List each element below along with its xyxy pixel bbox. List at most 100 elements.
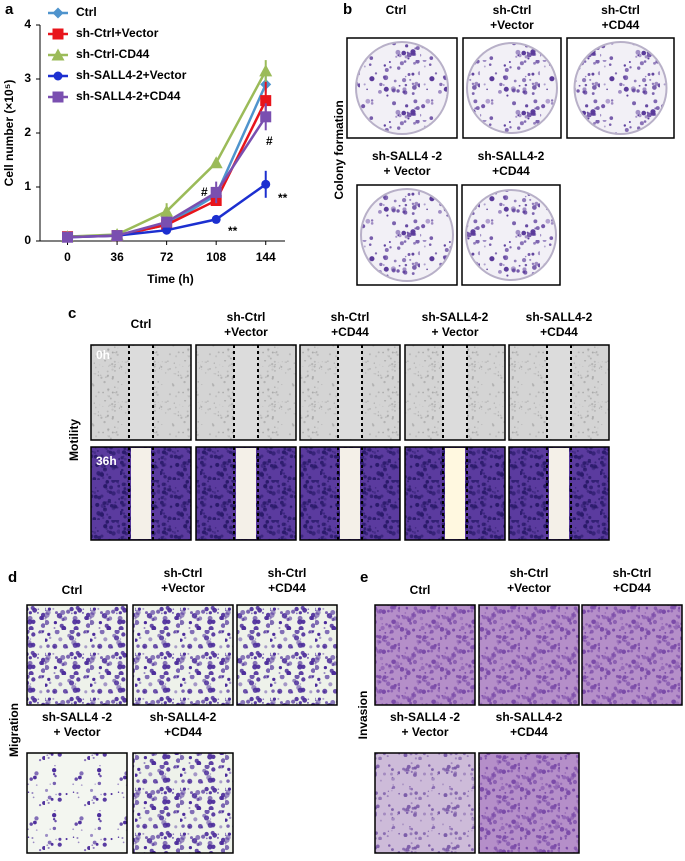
side-label: Colony formation [332,100,346,199]
panel-letter: c [68,305,76,322]
scratch-gap [445,448,465,539]
image-panel [581,604,683,706]
column-title: + Vector [401,725,448,739]
column-title: +CD44 [510,725,548,739]
row-label: 0h [96,348,110,362]
y-axis-label: Cell number (×10⁵) [2,80,16,187]
column-title: sh-SALL4-2 [422,310,489,324]
y-tick-label: 1 [24,179,31,193]
marker [260,111,272,123]
marker [259,64,273,77]
column-title: Ctrl [410,583,431,597]
marker [62,231,74,243]
column-title: +CD44 [331,325,369,339]
marker [209,156,223,169]
column-title: + Vector [431,325,478,339]
column-title: Ctrl [62,583,83,597]
y-tick-label: 4 [24,17,31,31]
marker [210,186,222,198]
column-title: sh-Ctrl [331,310,370,324]
marker [111,230,123,242]
column-title: Ctrl [386,3,407,17]
column-title: + Vector [383,164,430,178]
column-title: sh-SALL4 -2 [42,710,112,724]
column-title: sh-Ctrl [613,566,652,580]
column-title: sh-Ctrl [601,3,640,17]
x-axis-label: Time (h) [147,272,193,286]
x-tick-label: 0 [64,250,71,264]
side-label: Migration [7,703,21,757]
annotation: # [201,185,208,199]
marker [261,179,271,189]
column-title: sh-SALL4-2 [526,310,593,324]
column-title: Ctrl [131,317,152,331]
panel-letter: e [360,569,368,586]
plate [466,42,558,134]
panel-letter: b [343,1,352,18]
column-title: +CD44 [602,18,640,32]
annotation: # [266,134,273,148]
y-tick-label: 3 [24,71,31,85]
plate [360,188,454,282]
x-tick-label: 72 [160,250,174,264]
marker [52,7,64,19]
legend-label: sh-SALL4-2+CD44 [76,89,181,103]
image-panel [478,604,580,706]
column-title: +CD44 [268,581,306,595]
x-tick-label: 36 [110,250,124,264]
marker [52,91,64,103]
column-title: +CD44 [492,164,530,178]
column-title: +Vector [224,325,268,339]
image-panel [132,604,234,706]
marker [260,95,272,107]
scratch-gap [338,346,362,439]
scratch-gap [340,448,360,539]
x-tick-label: 108 [206,250,226,264]
scratch-gap [547,346,571,439]
marker [162,225,172,235]
column-title: + Vector [53,725,100,739]
column-title: +CD44 [540,325,578,339]
image-panel [236,604,338,706]
column-title: +Vector [507,581,551,595]
annotation: ** [228,224,238,238]
scratch-gap [131,448,151,539]
column-title: sh-Ctrl [227,310,266,324]
annotation: ** [278,191,288,205]
x-tick-label: 144 [256,250,276,264]
marker [51,48,65,61]
image-panel [478,752,580,854]
legend-label: sh-Ctrl+Vector [76,26,159,40]
legend-label: sh-SALL4-2+Vector [76,68,187,82]
row-label: 36h [96,454,117,468]
column-title: sh-SALL4 -2 [372,149,442,163]
side-label: Motility [67,419,81,461]
column-title: sh-Ctrl [164,566,203,580]
legend-label: Ctrl [76,5,97,19]
scratch-gap [236,448,256,539]
legend-label: sh-Ctrl-CD44 [76,47,150,61]
scratch-gap [234,346,258,439]
column-title: sh-Ctrl [268,566,307,580]
image-panel [374,604,476,706]
marker [211,214,221,224]
scratch-gap [549,448,569,539]
image-panel [132,752,234,854]
column-title: sh-SALL4-2 [150,710,217,724]
column-title: +Vector [161,581,205,595]
marker [52,28,64,40]
image-panel [26,604,128,706]
side-label: Invasion [356,691,370,740]
marker [160,204,174,217]
image-panel [374,752,476,854]
column-title: +Vector [490,18,534,32]
y-tick-label: 2 [24,125,31,139]
column-title: sh-Ctrl [510,566,549,580]
y-tick-label: 0 [24,233,31,247]
column-title: sh-SALL4-2 [478,149,545,163]
column-title: sh-SALL4-2 [496,710,563,724]
scratch-gap [129,346,153,439]
image-panel [26,752,128,854]
column-title: +CD44 [613,581,651,595]
